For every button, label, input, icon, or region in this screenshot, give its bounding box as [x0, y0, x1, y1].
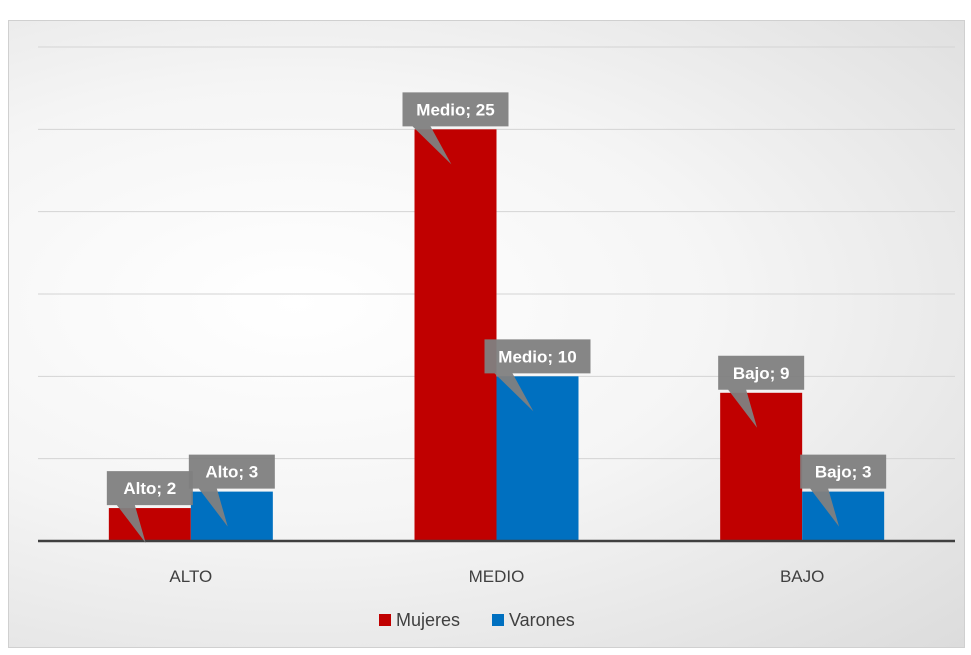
- data-label: Bajo; 9: [733, 364, 790, 383]
- data-label-callout: [800, 454, 887, 527]
- data-label: Alto; 3: [205, 463, 258, 482]
- legend-label-varones: Varones: [509, 610, 575, 630]
- category-labels: ALTO MEDIO BAJO: [169, 567, 824, 586]
- data-label: Alto; 2: [123, 479, 176, 498]
- bar-varones: [190, 491, 273, 541]
- category-label: BAJO: [780, 567, 824, 586]
- data-label-callout: [718, 355, 805, 428]
- data-label: Bajo; 3: [815, 463, 872, 482]
- data-label: Medio; 10: [498, 347, 576, 366]
- category-label: MEDIO: [469, 567, 525, 586]
- legend: Mujeres Varones: [379, 610, 575, 630]
- data-label-callout: [484, 339, 591, 412]
- data-label-callout: [106, 471, 193, 544]
- data-label-callout: [188, 454, 275, 527]
- legend-swatch-varones: [492, 614, 504, 626]
- bars: [108, 129, 885, 542]
- category-label: ALTO: [169, 567, 212, 586]
- legend-label-mujeres: Mujeres: [396, 610, 460, 630]
- bar-mujeres: [414, 129, 497, 542]
- bar-varones: [802, 491, 885, 541]
- legend-swatch-mujeres: [379, 614, 391, 626]
- bar-mujeres: [720, 392, 803, 541]
- data-labels: Alto; 2 Alto; 3 Medio; 25 Medio; 10 Bajo; 9 B…: [106, 92, 887, 544]
- data-label-callout: [402, 92, 509, 165]
- bar-varones: [496, 376, 579, 541]
- bar-mujeres: [108, 508, 191, 541]
- data-label: Medio; 25: [416, 100, 494, 119]
